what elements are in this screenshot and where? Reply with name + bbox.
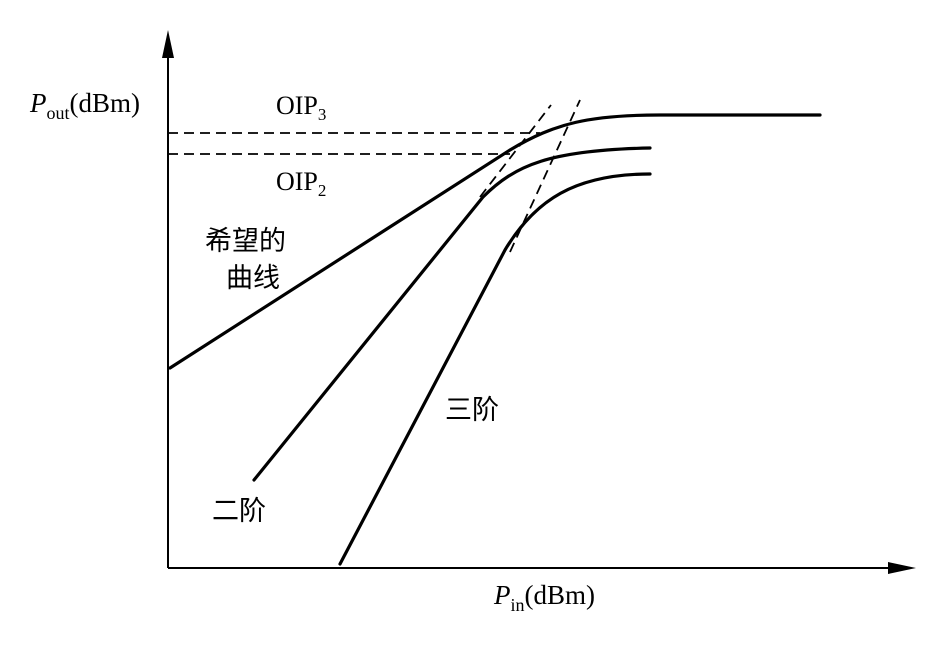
desired-curve xyxy=(168,113,822,370)
third-order-extrapolation xyxy=(509,99,581,253)
second-order-extrapolation xyxy=(479,104,552,198)
y-axis-symbol: P xyxy=(29,88,47,118)
x-axis-unit: (dBm) xyxy=(525,580,596,610)
oip2-base: OIP xyxy=(276,167,318,196)
second-order-label: 二阶 xyxy=(212,496,266,527)
second-order-curve xyxy=(252,146,652,482)
y-axis-subscript: out xyxy=(47,103,70,123)
oip3-base: OIP xyxy=(276,91,318,120)
oip2-label: OIP2 xyxy=(276,167,326,200)
x-axis-symbol: P xyxy=(493,580,511,610)
y-axis-unit: (dBm) xyxy=(70,88,141,118)
oip2-subscript: 2 xyxy=(318,181,327,200)
y-axis-label: Pout(dBm) xyxy=(29,88,140,123)
x-axis-subscript: in xyxy=(511,595,525,615)
oip3-label: OIP3 xyxy=(276,91,326,124)
y-axis-arrow xyxy=(162,30,174,58)
desired-curve-label-line1: 希望的 xyxy=(205,226,286,257)
x-axis-label: Pin(dBm) xyxy=(493,580,595,615)
third-order-label: 三阶 xyxy=(445,395,499,426)
x-axis-arrow xyxy=(888,562,916,574)
oip3-subscript: 3 xyxy=(318,105,327,124)
desired-curve-label-line2: 曲线 xyxy=(226,263,280,294)
third-order-curve xyxy=(338,172,652,566)
